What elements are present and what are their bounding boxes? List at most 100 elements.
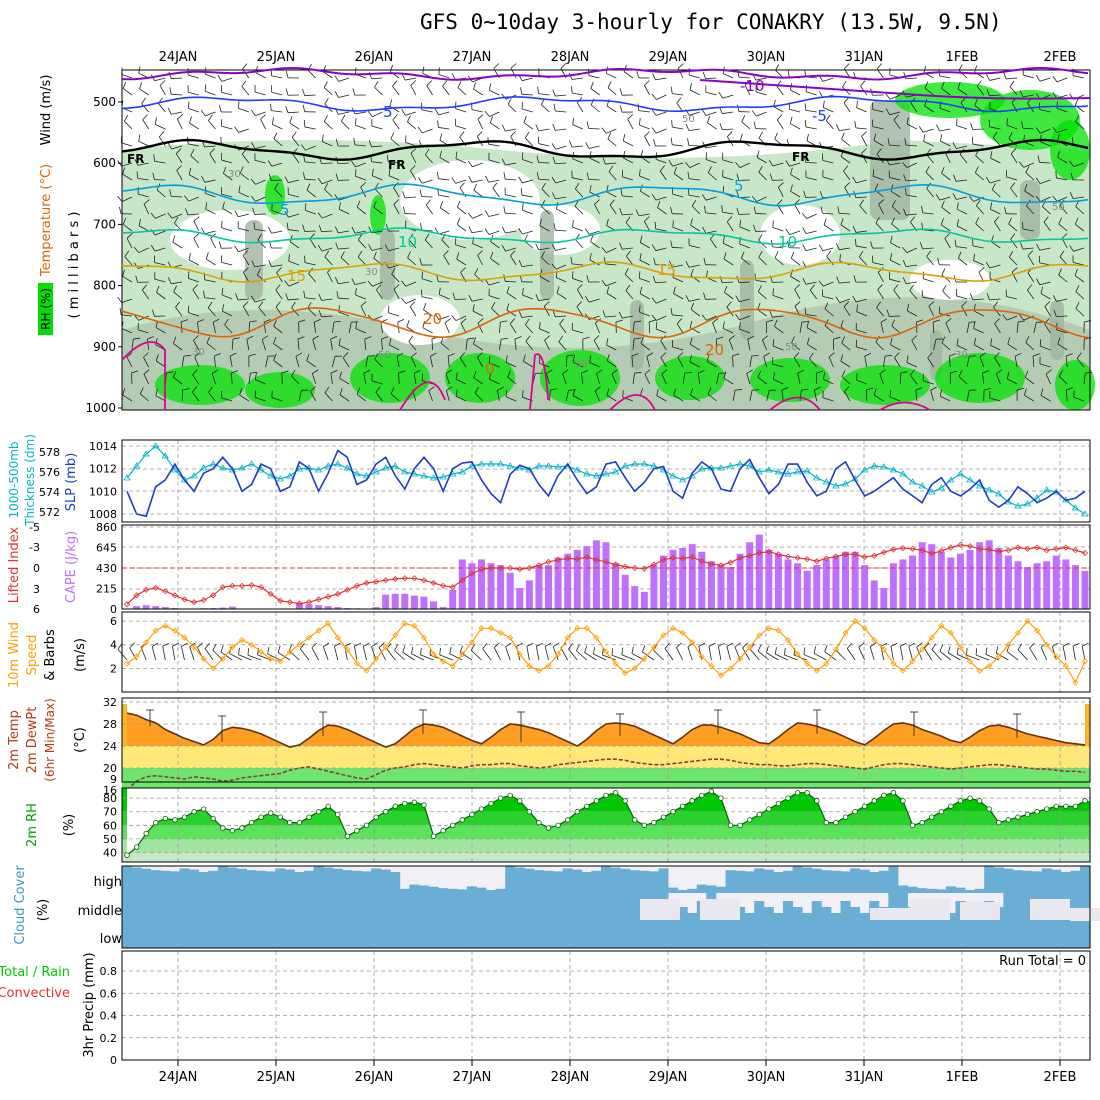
wind-barb (204, 230, 216, 235)
cloud-gap (1070, 908, 1100, 921)
wind-barb (843, 97, 849, 104)
wind-barb (484, 110, 490, 117)
wind-barb (555, 162, 567, 165)
wind-barb (154, 230, 166, 236)
wind-barb (522, 209, 533, 215)
cape-bar (564, 553, 572, 609)
wind-barb (303, 120, 306, 128)
wind-barb (930, 390, 934, 402)
wind-barb (722, 281, 734, 284)
wind-barb (846, 648, 856, 661)
wind-barb (188, 312, 199, 317)
wind-barb (471, 109, 483, 113)
wind-barb (890, 242, 901, 249)
wind-barb (813, 646, 817, 654)
rh-marker (325, 803, 331, 810)
lifted-marker (181, 596, 188, 603)
wind-barb (690, 344, 701, 351)
wind-barb (568, 643, 573, 650)
wind-barb (749, 390, 753, 402)
wind-barb (438, 178, 450, 181)
wind-barb (439, 133, 443, 141)
wind-barb (618, 311, 623, 319)
wind-speed-marker (909, 658, 916, 665)
wind-barb (355, 328, 366, 334)
wind-barb (410, 148, 417, 154)
wind-barb (805, 196, 817, 198)
wind-barb (390, 387, 395, 394)
wind-barb (904, 138, 907, 146)
wind-barb (457, 200, 461, 208)
wind-barb (330, 370, 338, 374)
wind-barb (786, 240, 790, 248)
wind-barb (434, 313, 440, 320)
wind-barb (158, 131, 165, 138)
lifted-marker (305, 599, 313, 606)
wind-barb (706, 315, 717, 321)
wind-barb (842, 80, 847, 88)
wind-barb (875, 341, 884, 351)
wind-barb (355, 281, 366, 286)
wind-speed-marker (123, 660, 131, 667)
wind-barb (423, 303, 427, 310)
wind-barb (960, 97, 966, 104)
wind-barb (673, 166, 677, 174)
lifted-marker (593, 556, 600, 563)
tick-label: 28 (103, 718, 117, 731)
wind-barb (672, 193, 684, 198)
wind-barb (718, 642, 725, 647)
wind-barb (682, 373, 686, 385)
wind-barb (684, 372, 692, 374)
wind-barb (691, 205, 701, 215)
wind-barb (194, 356, 200, 368)
lifted-marker (698, 558, 705, 565)
wind-barb (291, 369, 296, 377)
wind-barb (257, 274, 266, 283)
wind-barb (209, 148, 215, 154)
wind-barb (874, 183, 879, 191)
wind-barb (690, 302, 695, 310)
wind-barb (655, 281, 667, 284)
wind-barb (930, 386, 937, 391)
wind-barb (207, 301, 213, 308)
tick-label: 24 (103, 740, 117, 753)
wind-barb (1017, 649, 1028, 661)
wind-barb (307, 69, 316, 79)
cloud-high (160, 870, 171, 893)
wind-barb (371, 161, 383, 164)
wind-barb (655, 111, 667, 116)
wind-barb (205, 192, 216, 198)
wind-speed-marker (248, 641, 255, 648)
wind-barb (889, 162, 901, 166)
wind-barb (197, 319, 205, 323)
tick-label: 0 (110, 603, 117, 616)
wind-barb (655, 328, 667, 334)
contour-label: 5 (383, 103, 393, 121)
wind-speed-marker (267, 655, 274, 662)
wind-barb (640, 190, 650, 198)
wind-barb (660, 352, 667, 358)
thickness-marker (420, 472, 428, 479)
wind-barb (586, 172, 590, 180)
wind-barb (1025, 166, 1030, 173)
wind-barb (1072, 196, 1084, 200)
wind-barb (323, 642, 330, 648)
wind-barb (970, 122, 974, 130)
lifted-marker (737, 554, 744, 561)
cape-bar (937, 551, 945, 609)
wind-barb (837, 206, 840, 214)
wind-barb (766, 652, 779, 661)
wind-barb (288, 229, 300, 232)
wind-barb (154, 247, 166, 252)
wind-barb (442, 86, 450, 96)
tick-label: 3 (33, 583, 40, 596)
wind-barb (927, 357, 934, 368)
wind-barb (724, 292, 734, 300)
rh-marker (727, 822, 734, 829)
wind-barb (1074, 98, 1079, 106)
wind-barb (1073, 390, 1075, 398)
wind-barb (477, 357, 484, 368)
wind-barb (976, 199, 981, 207)
wind-barb (975, 654, 990, 661)
wind-barb (363, 642, 370, 647)
